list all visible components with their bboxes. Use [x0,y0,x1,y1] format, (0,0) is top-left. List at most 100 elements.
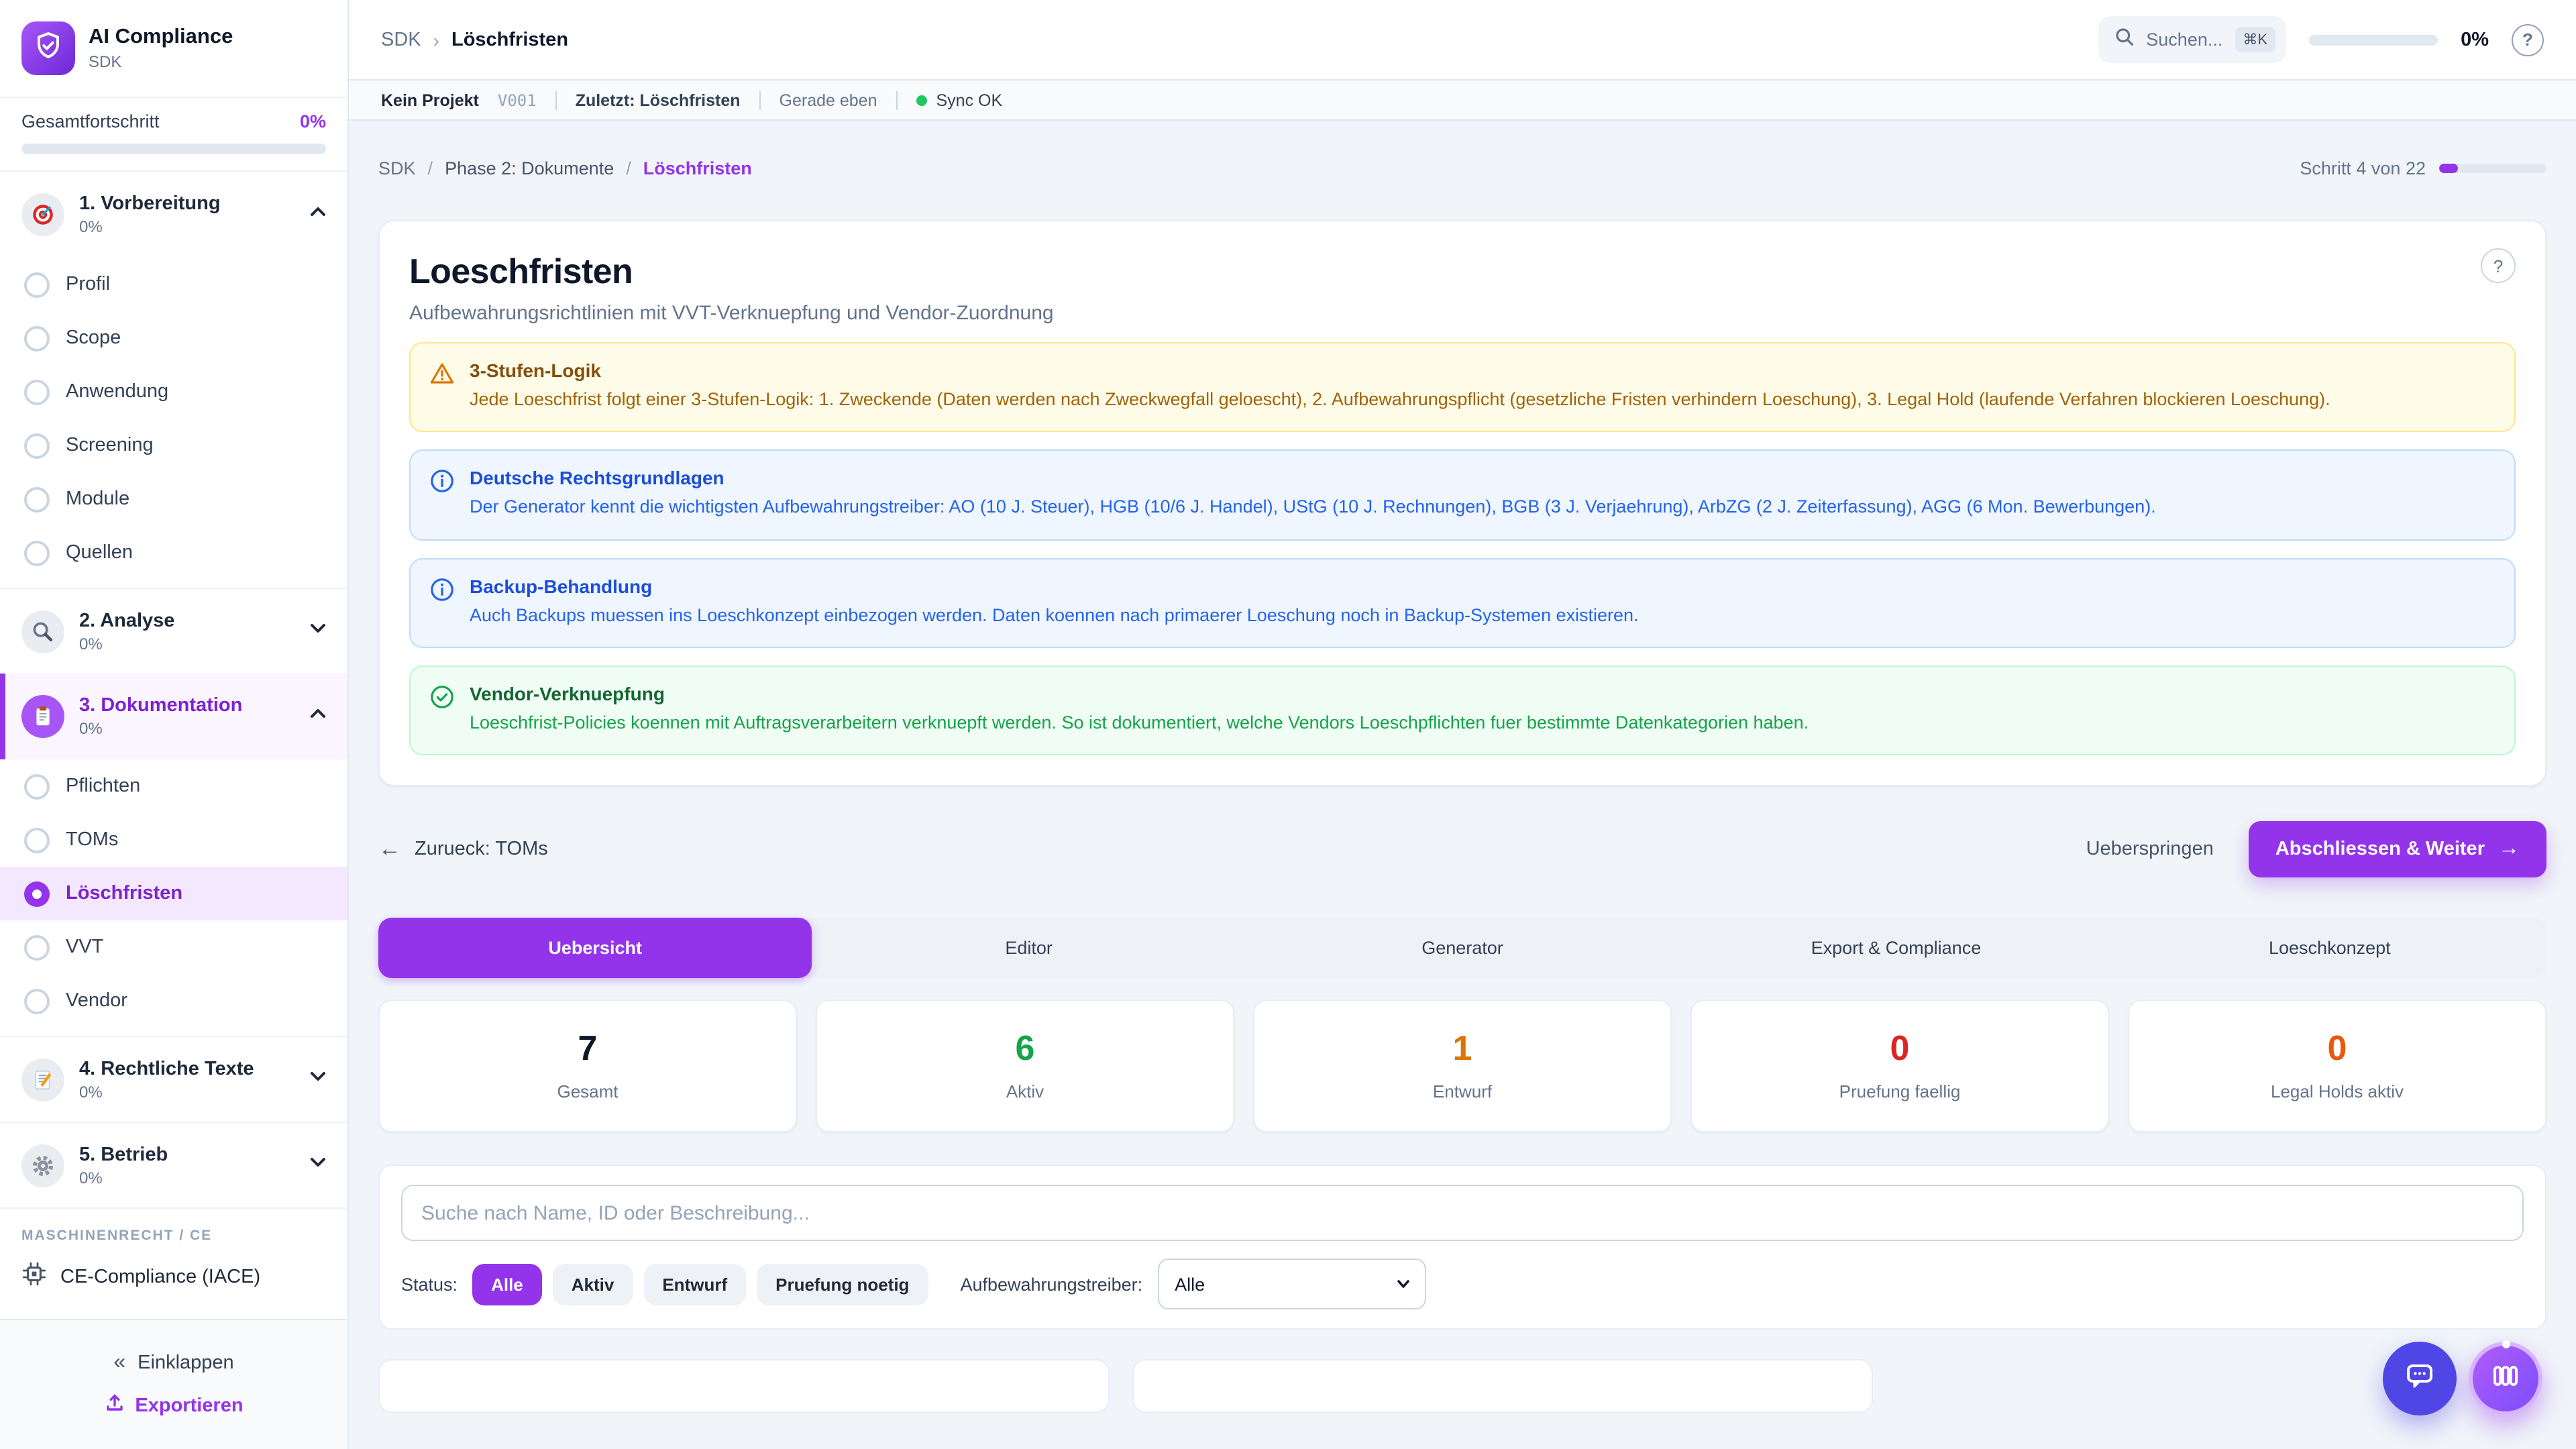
policy-card[interactable] [1132,1359,1873,1413]
policy-search-input[interactable] [401,1185,2524,1241]
export-button[interactable]: Exportieren [104,1393,244,1418]
chat-fab-button[interactable] [2383,1342,2457,1415]
divider [555,91,557,109]
tab-export-compliance[interactable]: Export & Compliance [1811,938,1982,958]
status-pill-pruefung-noetig[interactable]: Pruefung noetig [757,1263,928,1305]
tab-uebersicht[interactable]: Uebersicht [378,918,812,978]
stat-gesamt: 7 Gesamt [378,1000,797,1132]
breadcrumb-root[interactable]: SDK [381,29,421,50]
app-title: AI Compliance [89,25,233,49]
sidebar-item-loeschfristen[interactable]: Löschfristen [0,867,347,920]
sidebar-item-profil[interactable]: Profil [0,258,347,311]
stat-cards: 7 Gesamt 6 Aktiv 1 Entwurf 0 Pruefung fa… [378,1000,2546,1132]
check-circle-icon [429,684,455,716]
status-pill-alle[interactable]: Alle [472,1263,542,1305]
tab-bar: Uebersicht Editor Generator Export & Com… [378,918,2546,978]
breadcrumb-current: Löschfristen [451,29,569,50]
status-pill-aktiv[interactable]: Aktiv [552,1263,633,1305]
tab-loeschkonzept[interactable]: Loeschkonzept [2269,938,2391,958]
header-progress-value: 0% [2461,29,2489,50]
section-percent: 0% [79,1168,103,1187]
section-label: 2. Analyse [79,610,175,631]
sidebar-section-dokumentation[interactable]: 3. Dokumentation 0% [0,674,347,759]
page-breadcrumb-phase[interactable]: Phase 2: Dokumente [445,158,614,178]
page-subtitle: Aufbewahrungsrichtlinien mit VVT-Verknue… [409,302,1054,325]
columns-icon [2489,1358,2522,1399]
status-pill-entwurf[interactable]: Entwurf [643,1263,747,1305]
info-callout: Deutsche Rechtsgrundlagen Der Generator … [409,449,2516,540]
complete-continue-button[interactable]: Abschliessen & Weiter → [2248,821,2546,877]
machine-section: MASCHINENRECHT / CE CE-Compliance (IACE) [0,1208,347,1309]
step-progress: Schritt 4 von 22 [2300,158,2546,178]
tab-generator[interactable]: Generator [1421,938,1503,958]
radio-icon [24,433,50,458]
page-breadcrumb-root[interactable]: SDK [378,158,416,178]
tab-editor[interactable]: Editor [1005,938,1053,958]
sidebar-item-vvt[interactable]: VVT [0,920,347,974]
sidebar-section-analyse[interactable]: 2. Analyse 0% [0,588,347,674]
callout-text: Auch Backups muessen ins Loeschkonzept e… [470,604,1639,625]
sidebar-section-betrieb[interactable]: 5. Betrieb 0% [0,1122,347,1208]
last-visited: Zuletzt: Löschfristen [575,91,741,109]
callout-title: Backup-Behandlung [470,575,653,596]
sidebar-footer: « Einklappen Exportieren [0,1319,347,1449]
project-status: Kein Projekt [381,91,479,109]
radio-icon [24,272,50,297]
retention-driver-select[interactable]: Alle [1157,1258,1426,1309]
chevron-down-icon [307,1151,329,1179]
sidebar-item-anwendung[interactable]: Anwendung [0,365,347,419]
sidebar-item-ce-compliance[interactable]: CE-Compliance (IACE) [21,1261,326,1293]
sidebar-item-toms[interactable]: TOMs [0,813,347,867]
memo-icon [21,1058,64,1101]
breadcrumb: SDK › Löschfristen [381,29,568,50]
sidebar-item-module[interactable]: Module [0,472,347,526]
status-bar: Kein Projekt V001 Zuletzt: Löschfristen … [349,80,2576,121]
sync-status: Sync OK [916,91,1002,109]
sidebar-item-vendor[interactable]: Vendor [0,974,347,1028]
radio-selected-icon [24,881,50,906]
policy-card[interactable] [378,1359,1110,1413]
app-logo [21,21,75,75]
notification-dot [2502,1340,2510,1348]
page-breadcrumb-current: Löschfristen [643,158,752,178]
chip-icon [21,1261,47,1293]
section-label: 3. Dokumentation [79,695,243,716]
sidebar-item-scope[interactable]: Scope [0,311,347,365]
columns-fab-button[interactable] [2469,1340,2542,1415]
section-label: 5. Betrieb [79,1144,168,1165]
help-icon[interactable]: ? [2512,23,2544,56]
sidebar-item-quellen[interactable]: Quellen [0,526,347,580]
machine-section-header: MASCHINENRECHT / CE [21,1228,213,1244]
callout-text: Jede Loeschfrist folgt einer 3-Stufen-Lo… [470,389,2330,409]
version-badge: V001 [497,91,537,109]
floating-actions [2383,1340,2542,1415]
sidebar-item-screening[interactable]: Screening [0,419,347,472]
sidebar-item-pflichten[interactable]: Pflichten [0,759,347,813]
global-search[interactable]: Suchen... ⌘K [2098,16,2287,63]
overall-progress-value: 0% [299,111,326,131]
radio-icon [24,827,50,853]
page-title: Loeschfristen [409,251,633,291]
chevron-down-icon [307,617,329,645]
chevron-up-icon [307,702,329,731]
radio-icon [24,934,50,960]
info-circle-icon [429,576,455,608]
sidebar-header: AI Compliance SDK [0,0,347,97]
help-icon[interactable]: ? [2481,248,2516,283]
back-button[interactable]: ← Zurueck: TOMs [378,836,548,861]
skip-button[interactable]: Ueberspringen [2086,839,2214,860]
policy-card-list [378,1359,2546,1413]
warning-triangle-icon [429,361,455,393]
page-content: SDK / Phase 2: Dokumente / Löschfristen … [349,121,2576,1449]
wizard-actions: ← Zurueck: TOMs Ueberspringen Abschliess… [378,821,2546,877]
header-progress-bar [2309,34,2438,45]
intro-card: Loeschfristen Aufbewahrungsrichtlinien m… [378,220,2546,786]
stat-aktiv: 6 Aktiv [816,1000,1234,1132]
sidebar-section-vorbereitung[interactable]: 1. Vorbereitung 0% [0,172,347,258]
collapse-sidebar-button[interactable]: « Einklappen [113,1351,234,1374]
overall-progress: Gesamtfortschritt 0% [0,97,347,172]
sidebar-section-rechtliche-texte[interactable]: 4. Rechtliche Texte 0% [0,1036,347,1122]
driver-filter-label: Aufbewahrungstreiber: [960,1274,1143,1294]
radio-icon [24,486,50,512]
